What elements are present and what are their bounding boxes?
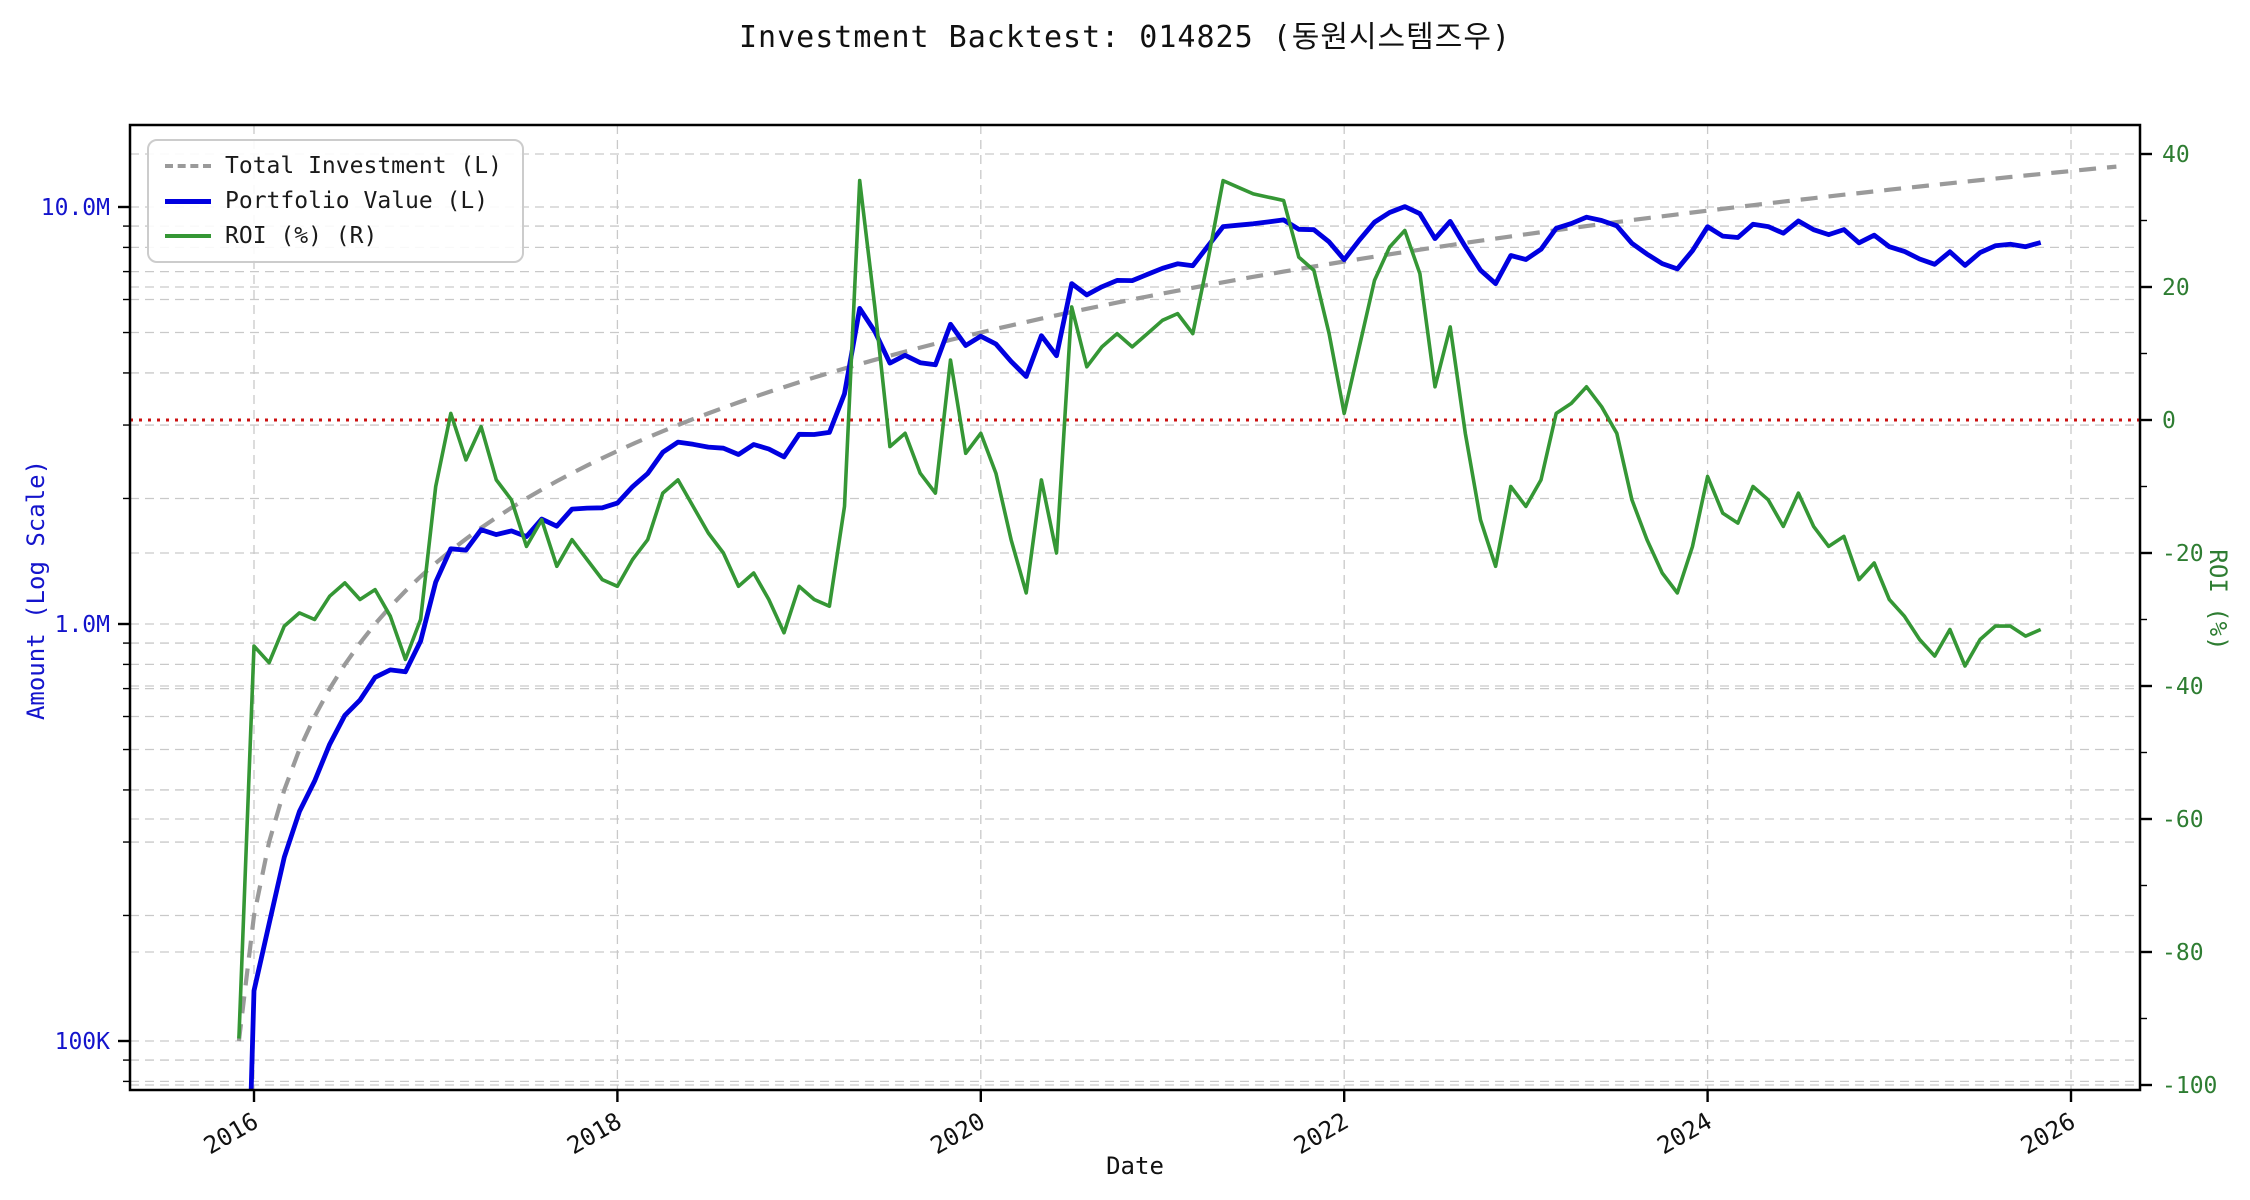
legend-swatch-3 [165,234,211,238]
left-axis-tick-label: 100K [55,1029,111,1055]
legend-item-2: Portfolio Value (L) [165,188,502,214]
x-axis-tick-label: 2026 [2016,1107,2080,1160]
right-axis-tick-label: 0 [2162,408,2176,434]
axis-ticks [118,152,2152,1102]
plot-series [236,164,2117,1090]
legend-label-2: Portfolio Value (L) [225,188,489,214]
x-axis-tick-label: 2016 [199,1107,263,1160]
left-axis-tick-label: 1.0M [55,612,110,638]
left-y-axis-label: Amount (Log Scale) [22,459,50,721]
legend: Total Investment (L) Portfolio Value (L) R… [147,139,524,263]
legend-swatch-1 [165,164,211,168]
legend-swatch-2 [165,198,211,204]
right-y-axis-label: ROI (%) [2204,549,2232,651]
axis-tick-labels: 10.0M 1.0M 100K 40 20 0 -20 -40 -60 -80 -100 2016 20… [41,142,2218,1160]
x-axis-label: Date [1106,1152,1164,1180]
chart-title: Investment Backtest: 014825 (동원시스템즈우) [738,20,1512,55]
roi-line [237,178,2042,1039]
portfolio-value-line [248,204,2042,1090]
legend-label-1: Total Investment (L) [225,153,502,179]
right-axis-tick-label: 20 [2162,275,2190,301]
legend-item-3: ROI (%) (R) [165,223,502,249]
right-axis-tick-label: -40 [2162,674,2204,700]
legend-item-1: Total Investment (L) [165,153,502,179]
right-axis-tick-label: -20 [2162,541,2204,567]
right-axis-tick-label: -60 [2162,807,2204,833]
x-axis-tick-label: 2022 [1289,1107,1353,1160]
right-axis-tick-label: -100 [2162,1073,2217,1099]
total-investment-line [236,164,2117,1042]
plot-border [128,123,2142,1092]
right-axis-tick-label: -80 [2162,940,2204,966]
x-axis-tick-label: 2020 [926,1107,990,1160]
left-axis-tick-label: 10.0M [41,195,110,221]
right-axis-tick-label: 40 [2162,142,2190,168]
x-axis-tick-label: 2024 [1653,1107,1717,1160]
x-axis-tick-label: 2018 [562,1107,626,1160]
legend-label-3: ROI (%) (R) [225,223,378,249]
